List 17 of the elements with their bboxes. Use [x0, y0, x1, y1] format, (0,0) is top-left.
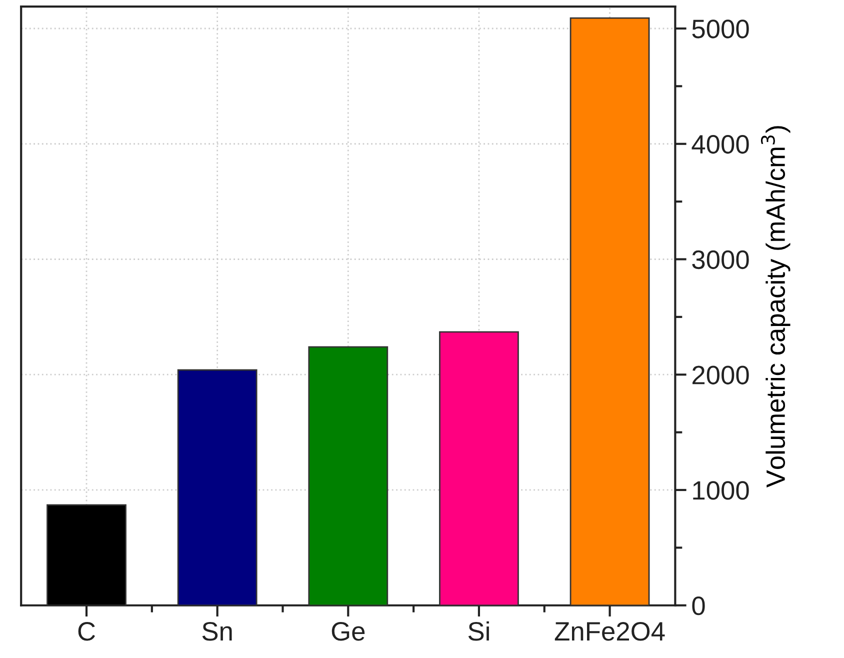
x-tick-label: Ge — [332, 622, 365, 641]
bar — [308, 346, 388, 606]
y-tick-label: 3000 — [692, 250, 749, 270]
bar — [439, 331, 519, 606]
y-tick-label: 4000 — [692, 135, 749, 154]
bar — [177, 369, 258, 606]
y-tick-label: 2000 — [692, 366, 749, 384]
x-tick-label: Sn — [202, 622, 232, 641]
x-tick-label: Si — [468, 621, 489, 641]
bar — [570, 17, 650, 606]
y-axis-title: Volumetric capacity (mAh/cm$^{3}$) — [760, 126, 790, 488]
y-tick-label: 1000 — [693, 481, 749, 500]
y-tick-label: 0 — [692, 596, 705, 616]
x-tick-label: ZnFe2O4 — [554, 622, 665, 641]
x-tick-label: C — [78, 622, 96, 641]
bar — [46, 504, 126, 606]
y-tick-label: 5000 — [692, 20, 749, 38]
